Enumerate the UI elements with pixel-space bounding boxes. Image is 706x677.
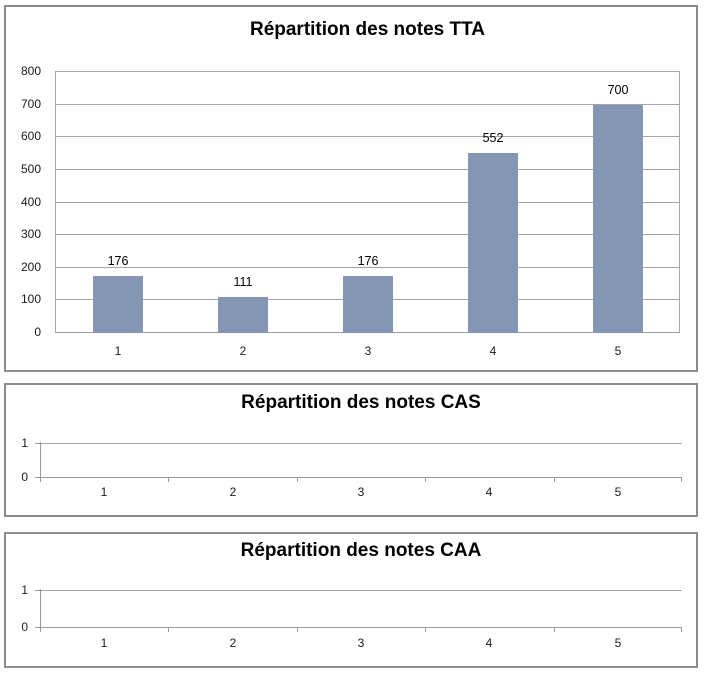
bar: [593, 105, 643, 333]
x-axis-tick: [297, 478, 298, 482]
y-axis-tick: [35, 590, 40, 591]
y-tick-label: 800: [20, 64, 41, 78]
x-tick-label: 3: [357, 636, 365, 650]
y-axis-line: [40, 442, 41, 482]
bar: [468, 153, 518, 333]
y-tick-label: 600: [20, 129, 41, 144]
x-tick-label: 2: [229, 636, 237, 650]
y-tick-label: 300: [20, 227, 41, 242]
x-tick-label: 5: [614, 344, 622, 358]
bar-value-label: 176: [107, 254, 129, 268]
y-axis-line: [40, 589, 41, 632]
chart-panel-cas: Répartition des notes CAS 0 1 1 2 3 4 5: [4, 383, 698, 517]
gridline: [55, 201, 680, 203]
y-axis-tick: [35, 627, 40, 628]
bar-value-label: 552: [482, 131, 504, 145]
y-axis-tick: [35, 477, 40, 478]
chart-panel-tta: Répartition des notes TTA 0 100 200 300 400 5…: [4, 5, 698, 372]
x-tick-label: 3: [364, 344, 372, 358]
x-axis-tick: [425, 478, 426, 482]
plot-border-left: [55, 72, 56, 333]
y-axis-tick: [35, 443, 40, 444]
gridline: [40, 443, 682, 444]
y-tick-label: 500: [20, 161, 41, 176]
gridline: [55, 103, 680, 105]
y-tick-label: 0: [21, 470, 28, 484]
x-tick-label: 4: [485, 636, 493, 650]
x-axis-tick: [168, 478, 169, 482]
gridline: [55, 266, 680, 268]
x-axis-tick: [554, 628, 555, 632]
x-axis-tick: [554, 478, 555, 482]
y-tick-label: 200: [20, 259, 41, 274]
bar-value-label: 111: [233, 275, 253, 289]
y-tick-label: 1: [21, 436, 28, 450]
chart-panel-caa: Répartition des notes CAA 0 1 1 2 3 4 5: [4, 532, 698, 668]
y-tick-label: 700: [20, 96, 41, 111]
bar-value-label: 176: [357, 254, 379, 268]
plot-border-right: [679, 72, 680, 333]
gridline: [55, 136, 680, 138]
bar: [93, 276, 143, 333]
y-tick-label: 0: [21, 620, 28, 634]
x-axis-tick: [168, 628, 169, 632]
gridline: [55, 71, 680, 72]
x-tick-label: 5: [614, 485, 622, 499]
y-tick-label: 400: [20, 194, 41, 209]
y-tick-label: 100: [20, 292, 41, 307]
x-axis-line: [40, 627, 682, 628]
chart-title-cas: Répartition des notes CAS: [241, 392, 481, 413]
x-axis-tick: [40, 628, 41, 632]
x-axis-tick: [681, 628, 682, 632]
x-tick-label: 3: [357, 485, 365, 499]
bar-value-label: 700: [607, 83, 629, 97]
gridline: [55, 168, 680, 170]
chart-title-caa: Répartition des notes CAA: [240, 540, 482, 561]
x-tick-label: 5: [614, 636, 622, 650]
x-tick-label: 1: [100, 636, 108, 650]
bar: [218, 297, 268, 333]
bar: [343, 276, 393, 333]
y-tick-label: 1: [21, 583, 28, 597]
y-tick-label: 0: [34, 325, 41, 339]
x-axis-tick: [425, 628, 426, 632]
x-tick-label: 4: [485, 485, 493, 499]
x-tick-label: 1: [100, 485, 108, 499]
x-axis-line: [40, 477, 682, 478]
x-tick-label: 1: [114, 344, 122, 358]
gridline: [55, 234, 680, 236]
x-axis-tick: [40, 478, 41, 482]
chart-title-tta: Répartition des notes TTA: [249, 19, 486, 40]
x-tick-label: 2: [239, 344, 247, 358]
gridline: [40, 590, 682, 591]
x-axis-tick: [681, 478, 682, 482]
x-tick-label: 2: [229, 485, 237, 499]
x-axis-tick: [297, 628, 298, 632]
x-tick-label: 4: [489, 344, 497, 358]
